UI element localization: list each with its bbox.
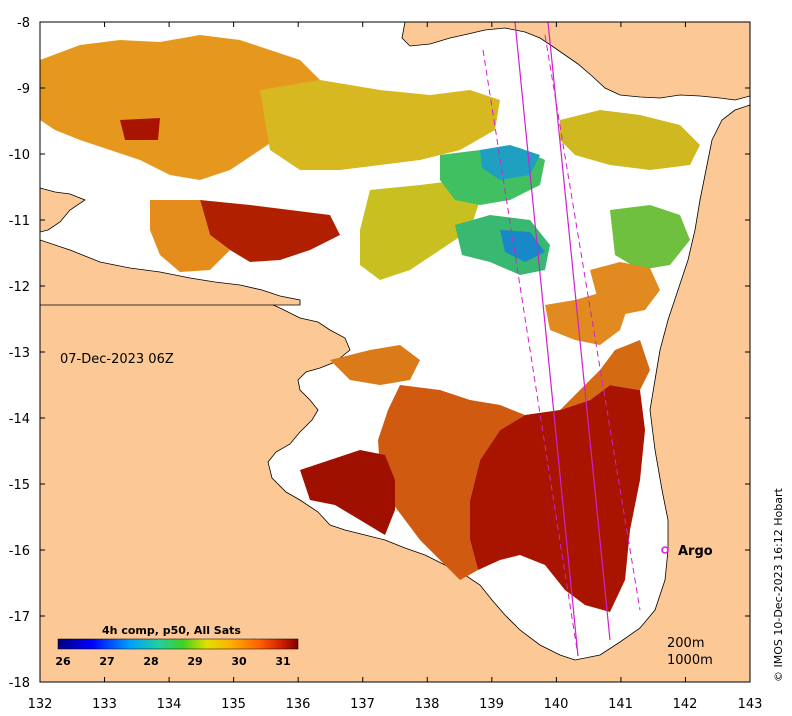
contour-label-200m: 200m [667, 636, 704, 651]
colorbar-title: 4h comp, p50, All Sats [102, 624, 241, 637]
lat-tick-label: -14 [9, 412, 30, 427]
sst-patch-yellow-center [360, 180, 480, 280]
sst-patch-north-orange [40, 35, 320, 180]
lon-tick-label: 138 [415, 697, 440, 712]
sst-patch-mid-gulf [378, 385, 525, 580]
track-edge-dashed-east [544, 34, 641, 611]
lon-tick-label: 133 [92, 697, 117, 712]
lon-tick-label: 139 [479, 697, 504, 712]
lat-tick-label: -13 [9, 346, 30, 361]
lat-tick-label: -8 [17, 16, 30, 31]
sst-patch-mid-gulf-2 [560, 340, 650, 410]
sst-patch-dark-red-small [120, 118, 160, 140]
sst-patch-cool-blue-2 [500, 230, 545, 262]
lat-tick-label: -10 [9, 148, 30, 163]
lat-tick-label: -9 [17, 82, 30, 97]
sst-patch-orange-west [150, 200, 230, 272]
colorbar-tick-label: 30 [231, 655, 247, 668]
colorbar-gradient [57, 638, 299, 650]
contour-label-1000m: 1000m [667, 653, 713, 668]
lat-tick-label: -17 [9, 610, 30, 625]
land-nt-west [40, 239, 301, 306]
credit-label: © IMOS 10-Dec-2023 16:12 Hobart [772, 487, 785, 682]
sst-patch-east-green [610, 205, 690, 270]
lon-tick-labels: 132 133 134 135 136 137 138 139 140 141 … [28, 697, 763, 712]
sst-data-layer [40, 35, 700, 612]
axis-ticks [39, 21, 751, 683]
land-arnhem [40, 104, 750, 682]
lon-tick-label: 134 [157, 697, 182, 712]
colorbar: 4h comp, p50, All Sats 26 27 28 29 30 31 [55, 624, 299, 668]
sst-patch-north-yellow [260, 80, 500, 170]
argo-label: Argo [678, 544, 713, 559]
lon-tick-label: 142 [673, 697, 698, 712]
lon-tick-label: 135 [221, 697, 246, 712]
track-center-line [514, 22, 579, 657]
colorbar-tick-label: 28 [143, 655, 158, 668]
colorbar-tick-label: 26 [55, 655, 71, 668]
lon-tick-label: 137 [350, 697, 375, 712]
colorbar-tick-label: 31 [275, 655, 290, 668]
lon-tick-label: 136 [286, 697, 311, 712]
track-center-line-2 [547, 22, 611, 641]
lat-tick-label: -15 [9, 478, 30, 493]
colorbar-tick-label: 27 [99, 655, 114, 668]
sst-patch-east-orange [590, 262, 660, 315]
lon-tick-label: 132 [28, 697, 53, 712]
sst-patch-gulf-north [330, 345, 420, 385]
sst-patch-west-warm [300, 450, 395, 535]
lon-tick-label: 141 [608, 697, 633, 712]
track-edge-dashed-west [482, 49, 579, 657]
lon-tick-label: 143 [738, 697, 763, 712]
sst-patch-darkred-north [200, 200, 340, 262]
lat-tick-labels: -8 -9 -10 -11 -12 -13 -14 -15 -16 -17 -1… [9, 16, 30, 691]
lat-tick-label: -12 [9, 280, 30, 295]
lat-tick-label: -11 [9, 214, 30, 229]
land-cape-york [401, 22, 750, 101]
sst-patch-cool-blue [480, 145, 540, 180]
date-label: 07-Dec-2023 06Z [60, 352, 174, 367]
argo-marker-icon[interactable] [661, 546, 669, 554]
land-nt-north [40, 187, 86, 233]
lon-tick-label: 140 [544, 697, 569, 712]
lat-tick-label: -18 [9, 676, 30, 691]
lat-tick-label: -16 [9, 544, 30, 559]
sst-patch-east-yellow [560, 110, 700, 170]
satellite-track [482, 22, 641, 657]
colorbar-tick-label: 29 [187, 655, 202, 668]
